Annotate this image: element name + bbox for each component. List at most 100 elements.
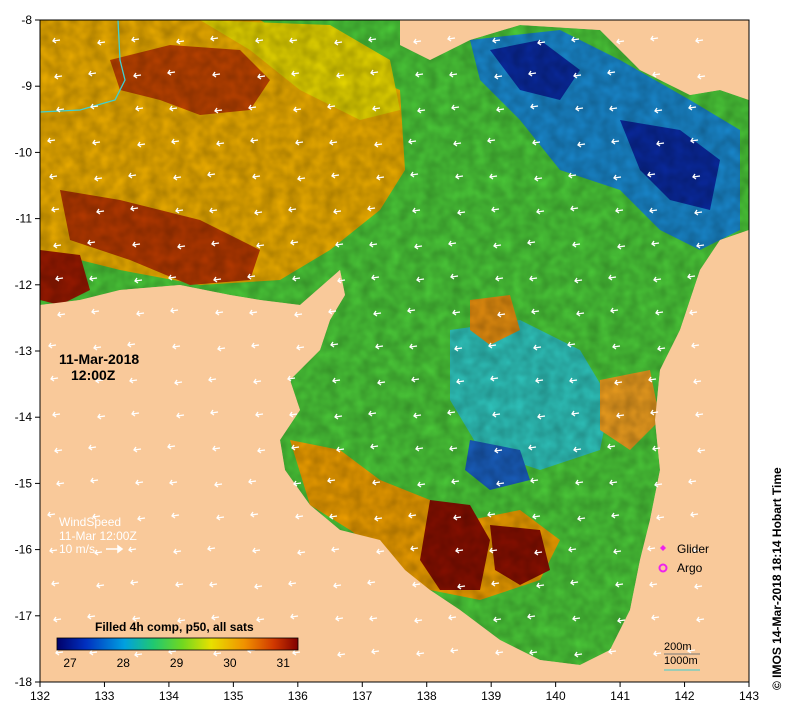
wind-arrow xyxy=(696,242,705,249)
wind-arrow xyxy=(254,209,263,216)
wind-arrow xyxy=(294,311,303,318)
wind-arrow xyxy=(571,410,580,417)
legend-argo-label: Argo xyxy=(677,561,703,575)
wind-arrow xyxy=(88,70,97,77)
wind-arrow xyxy=(448,614,457,621)
wind-arrow xyxy=(128,546,137,553)
contour-200m xyxy=(40,20,126,113)
wind-arrow xyxy=(133,72,142,79)
wind-arrow xyxy=(527,613,536,620)
wind-arrow xyxy=(607,69,616,76)
wind-arrow xyxy=(367,579,376,586)
wind-arrow xyxy=(528,444,537,451)
wind-arrow xyxy=(410,545,419,552)
wind-arrow xyxy=(129,377,138,384)
wind-arrow xyxy=(529,275,538,282)
wind-arrow xyxy=(613,548,622,555)
colorbar-tick-label: 31 xyxy=(277,656,291,670)
wind-arrow xyxy=(649,207,658,214)
wind-arrow xyxy=(610,307,619,314)
wind-arrow xyxy=(617,243,626,250)
wind-arrow xyxy=(336,72,345,79)
wind-arrow xyxy=(173,548,182,555)
wind-arrow xyxy=(416,650,425,657)
wind-arrow xyxy=(573,446,582,453)
wind-arrow xyxy=(491,580,500,587)
wind-arrow xyxy=(174,379,183,386)
colorbar-title: Filled 4h comp, p50, all sats xyxy=(95,620,254,634)
wind-arrow xyxy=(248,104,257,111)
wind-arrow xyxy=(652,445,661,452)
wind-arrow xyxy=(611,512,620,519)
wind-arrow xyxy=(337,651,346,658)
wind-arrow xyxy=(90,477,99,484)
wind-arrow xyxy=(617,617,626,624)
wind-arrow xyxy=(337,277,346,284)
wind-arrow xyxy=(447,409,456,416)
wind-arrow xyxy=(417,481,426,488)
wind-arrow xyxy=(213,276,222,283)
wind-arrow xyxy=(170,307,179,314)
wind-arrow xyxy=(576,310,585,317)
wind-arrow xyxy=(97,39,106,46)
wind-arrow xyxy=(616,38,625,45)
wind-arrow xyxy=(572,615,581,622)
wind-arrow xyxy=(176,38,185,45)
wind-arrow xyxy=(214,107,223,114)
wind-arrow xyxy=(207,545,216,552)
wind-arrow xyxy=(647,545,656,552)
wind-arrow xyxy=(175,581,184,588)
wind-arrow xyxy=(295,139,304,146)
wind-arrow xyxy=(534,175,543,182)
wind-arrow xyxy=(335,615,344,622)
wind-arrow xyxy=(656,514,665,521)
wind-arrow xyxy=(490,375,499,382)
wind-arrow xyxy=(92,139,101,146)
wind-arrow xyxy=(414,617,423,624)
wind-arrow xyxy=(253,378,262,385)
wind-arrow xyxy=(453,514,462,521)
wind-arrow xyxy=(371,274,380,281)
wind-arrow xyxy=(296,344,305,351)
wind-arrow xyxy=(209,207,218,214)
wind-arrow xyxy=(291,444,300,451)
wind-arrow xyxy=(215,309,224,316)
wind-arrow xyxy=(613,174,622,181)
wind-arrow xyxy=(247,273,256,280)
x-tick-label: 134 xyxy=(159,689,179,703)
wind-arrow xyxy=(694,209,703,216)
wind-arrow xyxy=(413,412,422,419)
wind-arrow xyxy=(330,341,339,348)
wind-arrow xyxy=(369,615,378,622)
wind-arrow xyxy=(374,141,383,148)
wind-arrow xyxy=(327,103,336,110)
wind-arrow xyxy=(574,651,583,658)
wind-arrow xyxy=(128,172,137,179)
wind-arrow xyxy=(569,377,578,384)
wind-arrow xyxy=(334,413,343,420)
wind-arrow xyxy=(456,378,465,385)
wind-arrow xyxy=(252,547,261,554)
wind-arrow xyxy=(288,580,297,587)
wind-arrow xyxy=(212,445,221,452)
wind-scale-arrow xyxy=(106,544,124,554)
wind-arrow xyxy=(49,547,58,554)
wind-arrow xyxy=(53,242,62,249)
wind-arrow xyxy=(171,138,180,145)
wind-arrow xyxy=(447,35,456,42)
wind-arrow xyxy=(609,105,618,112)
wind-arrow xyxy=(687,647,696,654)
wind-arrow xyxy=(530,103,539,110)
wind-arrow xyxy=(172,343,181,350)
wind-arrow xyxy=(687,273,696,280)
wind-arrow xyxy=(370,69,379,76)
wind-arrow xyxy=(493,616,502,623)
wind-arrow xyxy=(96,582,105,589)
wind-arrow xyxy=(297,549,306,556)
wind-arrow xyxy=(608,648,617,655)
wind-arrow xyxy=(53,616,62,623)
wind-arrow xyxy=(133,446,142,453)
wind-arrow xyxy=(650,35,659,42)
wind-arrow xyxy=(368,410,377,417)
x-tick-label: 138 xyxy=(417,689,437,703)
